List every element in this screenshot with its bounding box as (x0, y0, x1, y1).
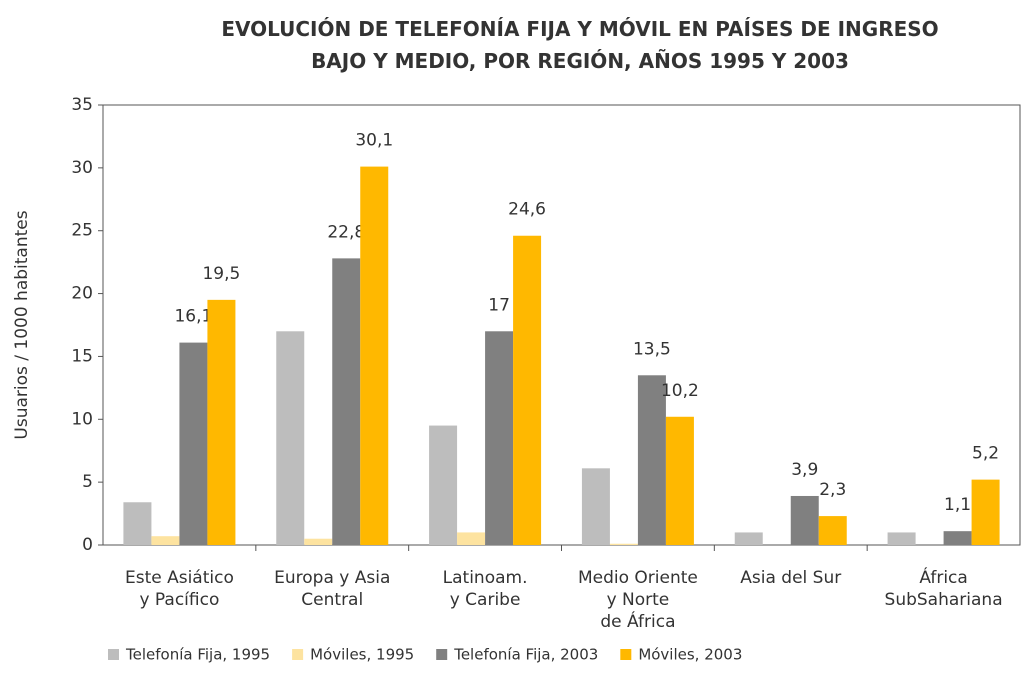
legend-label: Telefonía Fija, 1995 (125, 646, 270, 664)
bar (790, 495, 819, 545)
value-label: 1,1 (944, 495, 971, 515)
bar (943, 531, 972, 545)
legend-swatch (620, 649, 632, 660)
bar (734, 532, 763, 545)
y-tick-label: 30 (71, 158, 93, 178)
bar (971, 479, 1000, 545)
y-tick-label: 10 (71, 409, 93, 429)
value-label: 10,2 (661, 381, 699, 401)
y-tick-label: 15 (71, 346, 93, 366)
bar (485, 331, 514, 545)
value-label: 24,6 (508, 200, 546, 220)
x-tick-label: Europa y Asia Central (274, 568, 390, 610)
value-label: 2,3 (819, 480, 846, 500)
bar (332, 258, 361, 545)
bar (818, 516, 847, 545)
value-label: 16,1 (174, 307, 212, 327)
legend-swatch (292, 649, 304, 660)
x-tick-label: Asia del Sur (740, 568, 841, 588)
plot-frame (102, 104, 1021, 546)
value-label: 13,5 (633, 339, 671, 359)
legend-label: Móviles, 1995 (310, 646, 414, 664)
value-label: 19,5 (202, 264, 240, 284)
bar (457, 532, 486, 545)
bar (637, 375, 666, 545)
x-tick-label: Este Asiático y Pacífico (125, 568, 234, 610)
bar (276, 331, 305, 545)
y-tick-label: 35 (71, 95, 93, 115)
value-label: 3,9 (791, 460, 818, 480)
bar (360, 166, 389, 545)
y-axis-label: Usuarios / 1000 habitantes (12, 210, 32, 439)
value-label: 30,1 (355, 131, 393, 151)
legend-swatch (436, 649, 448, 660)
value-label: 5,2 (972, 444, 999, 464)
bar (123, 502, 152, 545)
legend-swatch (108, 649, 119, 660)
legend-label: Móviles, 2003 (638, 646, 742, 664)
x-tick-label: África SubSahariana (885, 566, 1003, 610)
legend-label: Telefonía Fija, 2003 (453, 646, 598, 664)
bar (609, 543, 638, 545)
bar (304, 538, 333, 545)
bar (581, 468, 610, 545)
bar (513, 235, 542, 545)
value-label: 17 (488, 295, 510, 315)
bar (207, 299, 236, 545)
chart-title: EVOLUCIÓN DE TELEFONÍA FIJA Y MÓVIL EN P… (221, 17, 938, 73)
y-tick-label: 5 (82, 472, 93, 492)
x-tick-label: Medio Oriente y Norte de África (578, 568, 698, 632)
y-tick-label: 0 (82, 535, 93, 555)
value-label: 22,8 (327, 222, 365, 242)
y-tick-label: 20 (71, 284, 93, 304)
bar (151, 536, 180, 545)
bar (887, 532, 916, 545)
x-tick-label: Latinoam. y Caribe (443, 568, 528, 610)
y-tick-label: 25 (71, 221, 93, 241)
bar (665, 416, 694, 545)
bar (429, 425, 458, 545)
bar (179, 342, 208, 545)
